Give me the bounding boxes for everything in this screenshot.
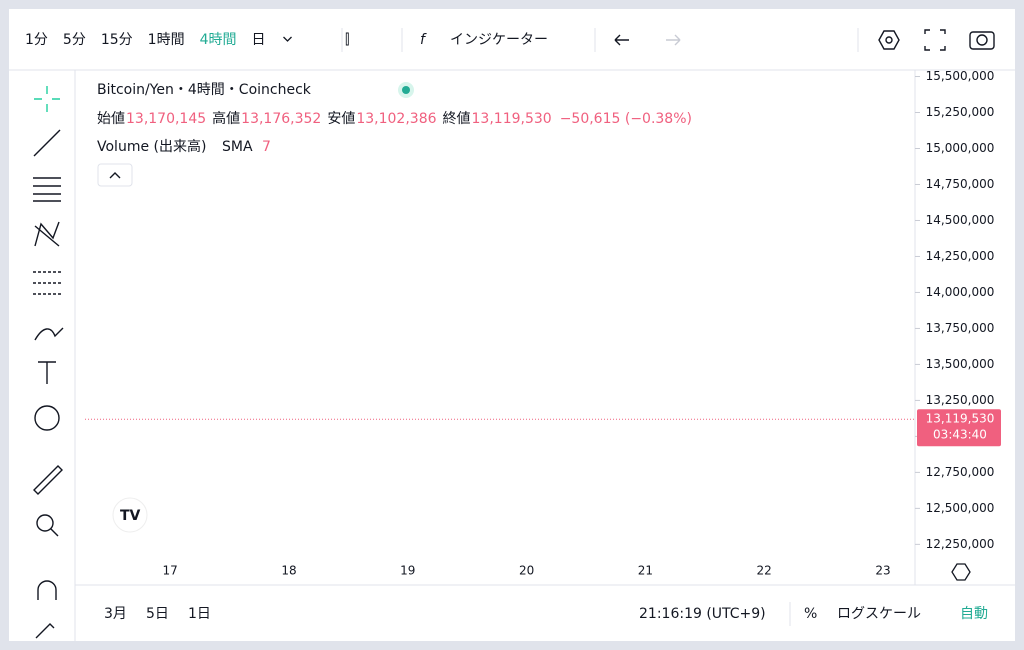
y-tick-label: 15,500,000 (926, 69, 995, 83)
legend-item: 13,119,530 (472, 111, 552, 127)
settings[interactable] (878, 30, 900, 50)
trend-line[interactable] (33, 129, 61, 157)
y-tick-label: 12,500,000 (926, 501, 995, 515)
sma: SMA (222, 139, 253, 155)
x-tick-label: 19 (400, 564, 415, 578)
auto[interactable]: 自動 (960, 606, 988, 622)
x-tick-label: 17 (163, 564, 178, 578)
y-tick-label: 12,250,000 (926, 537, 995, 551)
fx-icon[interactable]: f (420, 32, 427, 48)
fib[interactable] (33, 177, 61, 202)
y-tick-label: 14,500,000 (926, 213, 995, 227)
legend-item: 始値 (97, 111, 125, 127)
indicators[interactable]: インジケーター (450, 32, 548, 48)
y-tick-label: 13,250,000 (926, 393, 995, 407)
pencil[interactable] (35, 623, 55, 639)
y-tick-label: 15,000,000 (926, 141, 995, 155)
legend-item: 終値 (443, 111, 471, 127)
range[interactable]: 3月 (104, 606, 127, 622)
y-tick-label: 14,750,000 (926, 177, 995, 191)
emoji[interactable] (34, 405, 60, 431)
y-tick-label: 14,000,000 (926, 285, 995, 299)
tv-logo: TV (120, 508, 141, 524)
range[interactable]: 1日 (188, 606, 211, 622)
legend: Bitcoin/Yen・4時間・Coincheck Volume (出来高) S… (97, 82, 414, 187)
log-scale[interactable]: ログスケール (837, 606, 921, 622)
volume-legend: Volume (出来高) (97, 138, 206, 155)
toolbar: ⫿ f インジケーター 1分 5分 15分 1時間 4時間日 (25, 28, 995, 52)
tv-logo (112, 497, 148, 533)
zoom (50, 528, 59, 537)
interval[interactable]: 1分 (25, 32, 48, 48)
x-tick-label: 21 (638, 564, 653, 578)
dropdown[interactable] (283, 36, 292, 42)
y-tick-label: 14,250,000 (926, 249, 995, 263)
interval[interactable]: 15分 (101, 32, 133, 48)
candle-icon[interactable]: ⫿ (345, 32, 349, 48)
collapse[interactable] (97, 163, 133, 187)
interval[interactable]: 4時間 (200, 32, 237, 48)
settings (885, 36, 893, 44)
camera[interactable] (969, 31, 995, 50)
legend-item: 安値 (327, 111, 355, 127)
countdown: 03:43:40 (933, 428, 987, 442)
symbol: Bitcoin/Yen・4時間・Coincheck (97, 82, 312, 98)
crosshair[interactable] (34, 86, 60, 112)
range[interactable]: 5日 (146, 606, 169, 622)
interval[interactable]: 日 (252, 32, 266, 48)
text-tool[interactable] (38, 361, 56, 384)
axis-settings[interactable] (951, 563, 971, 581)
drawing-tools (33, 86, 64, 639)
legend-item: 13,176,352 (241, 111, 321, 127)
x-tick-label: 18 (281, 564, 296, 578)
clock: 21:16:19 (UTC+9) (639, 606, 766, 622)
zoom[interactable] (36, 514, 54, 532)
percent[interactable]: % (804, 606, 817, 622)
interval[interactable]: 5分 (63, 32, 86, 48)
x-tick-label: 22 (757, 564, 772, 578)
interval[interactable]: 1時間 (148, 32, 185, 48)
brush[interactable] (34, 327, 64, 341)
ruler[interactable] (33, 465, 63, 495)
legend-item: 13,102,386 (356, 111, 436, 127)
x-tick-label: 20 (519, 564, 534, 578)
x-tick-label: 23 (875, 564, 890, 578)
y-tick-label: 13,750,000 (926, 321, 995, 335)
legend-item: 13,170,145 (126, 111, 206, 127)
y-tick-label: 12,750,000 (926, 465, 995, 479)
y-tick-label: 13,500,000 (926, 357, 995, 371)
legend-item: 高値 (212, 110, 240, 127)
window (9, 9, 1015, 641)
status (402, 86, 410, 94)
legend-item: −50,615 (−0.38%) (560, 111, 692, 127)
sma-length: 7 (262, 139, 271, 155)
price-label-bg (917, 409, 1001, 447)
redo[interactable] (666, 34, 681, 46)
y-tick-label: 15,250,000 (926, 105, 995, 119)
camera (976, 34, 988, 46)
magnet[interactable] (37, 580, 57, 600)
pattern[interactable] (34, 221, 60, 247)
last-price: 13,119,530 (926, 412, 995, 426)
fullscreen[interactable] (924, 29, 946, 51)
footer: 3月 5日 1日 21:16:19 (UTC+9) % ログスケール 自動 TV (104, 497, 988, 626)
collapse (109, 172, 121, 179)
undo[interactable] (614, 34, 629, 46)
